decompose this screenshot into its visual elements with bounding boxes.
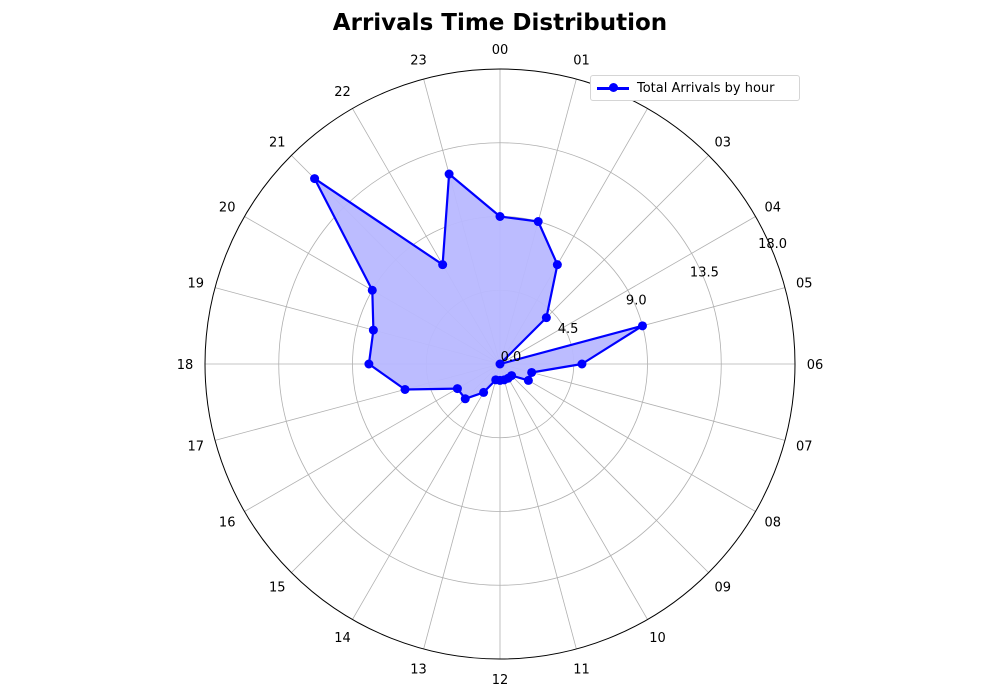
chart-title: Arrivals Time Distribution [332, 10, 668, 36]
category-label-23: 23 [410, 54, 427, 69]
legend: Total Arrivals by hour [590, 75, 800, 101]
data-point-03 [541, 313, 551, 323]
grid-spoke [352, 363, 501, 620]
series-area [314, 174, 643, 399]
grid-spoke [499, 363, 709, 573]
grid-spoke [423, 363, 501, 650]
category-label-16: 16 [219, 516, 236, 531]
category-label-04: 04 [765, 201, 782, 216]
grid-spoke [499, 216, 756, 365]
radial-tick-label: 13.5 [690, 265, 719, 280]
category-label-20: 20 [219, 201, 236, 216]
category-label-03: 03 [714, 135, 731, 150]
data-point-06 [577, 359, 587, 369]
category-label-13: 13 [410, 662, 427, 677]
data-point-20 [367, 285, 377, 295]
data-point-00 [495, 212, 505, 221]
data-point-02 [552, 260, 562, 270]
category-label-22: 22 [334, 85, 351, 100]
data-point-05 [637, 321, 647, 331]
data-point-07 [527, 367, 537, 377]
category-label-11: 11 [573, 662, 590, 677]
data-point-21 [310, 174, 320, 184]
radial-tick-label: 9.0 [626, 294, 647, 309]
category-label-21: 21 [269, 135, 286, 150]
data-point-23 [444, 169, 454, 179]
category-label-00: 00 [492, 43, 509, 58]
category-label-15: 15 [269, 581, 286, 596]
category-label-18: 18 [177, 358, 194, 373]
category-label-12: 12 [492, 673, 509, 688]
grid-spoke [499, 363, 756, 512]
data-point-13 [491, 375, 501, 385]
data-series [310, 169, 647, 404]
data-point-08 [523, 375, 533, 385]
data-point-22 [438, 260, 448, 270]
data-point-19 [368, 325, 378, 335]
category-label-19: 19 [187, 276, 204, 291]
axis-labels: 0001020304050607080910111213141516171819… [177, 43, 824, 688]
legend-swatch [597, 83, 629, 93]
grid-spoke [499, 363, 786, 441]
category-label-01: 01 [573, 54, 590, 69]
grid-spoke [499, 363, 577, 650]
category-label-09: 09 [714, 581, 731, 596]
category-label-06: 06 [807, 358, 824, 373]
data-point-14 [479, 387, 489, 397]
data-point-04 [495, 359, 505, 369]
category-label-17: 17 [187, 440, 204, 455]
category-label-10: 10 [649, 631, 666, 646]
category-label-05: 05 [796, 276, 813, 291]
data-point-18 [364, 359, 374, 369]
data-point-01 [533, 217, 543, 227]
radial-tick-label: 18.0 [758, 237, 787, 252]
grid-spoke [499, 363, 648, 620]
data-point-16 [452, 384, 462, 394]
radial-tick-label: 4.5 [558, 322, 579, 337]
category-label-14: 14 [334, 631, 351, 646]
data-point-15 [460, 394, 470, 404]
legend-label: Total Arrivals by hour [637, 80, 775, 96]
polar-frame [204, 68, 796, 660]
category-label-08: 08 [765, 516, 782, 531]
data-point-17 [400, 384, 410, 394]
category-label-07: 07 [796, 440, 813, 455]
radial-tick-label: 0.0 [501, 350, 522, 365]
